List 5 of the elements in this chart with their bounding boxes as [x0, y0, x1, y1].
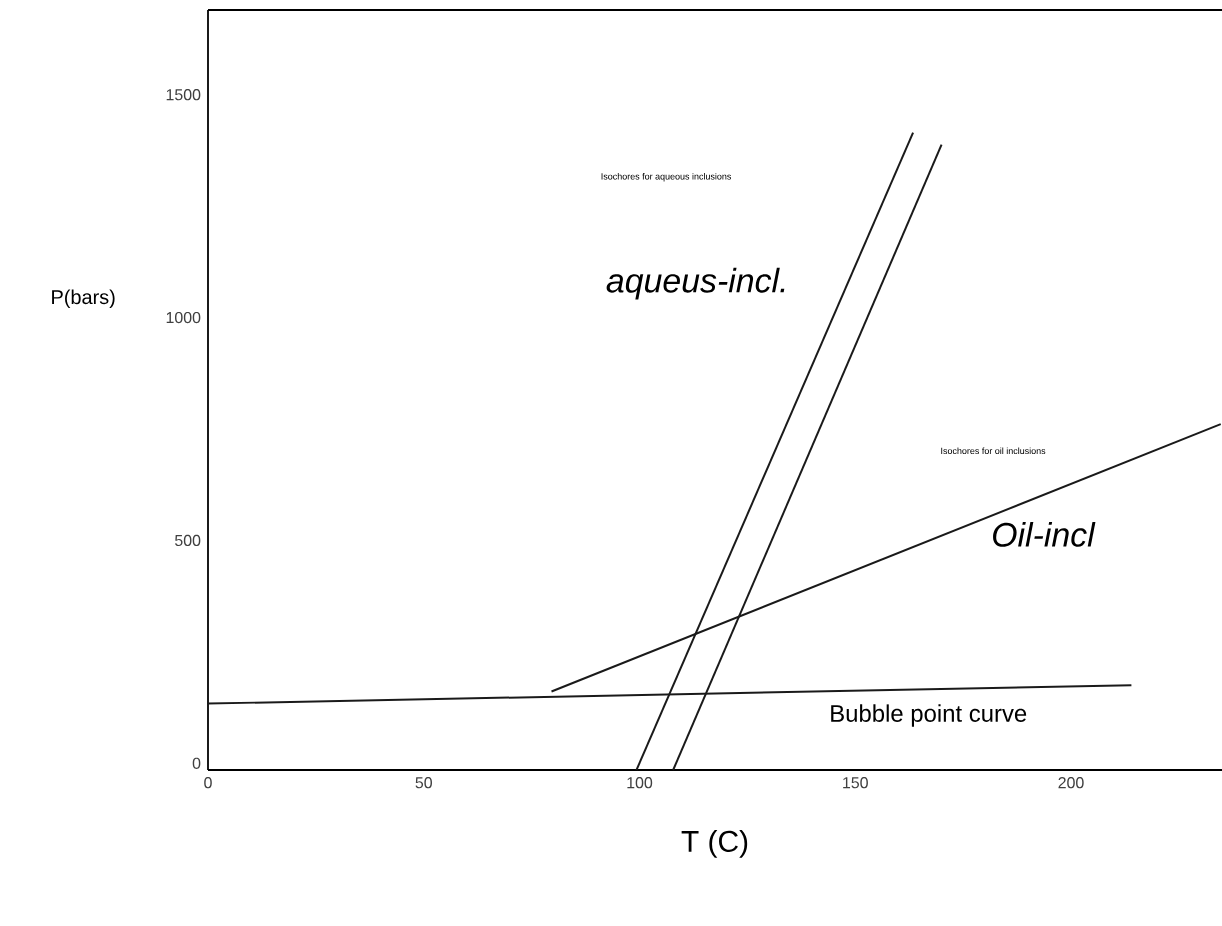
annotation: Oil-incl [993, 521, 1096, 547]
x-axis-title: T (C) [681, 830, 748, 858]
series-label: Bubble point curve [831, 704, 1027, 727]
annotation: aqueus-incl. [606, 267, 785, 300]
y-axis-title: P(bars) [52, 289, 115, 309]
